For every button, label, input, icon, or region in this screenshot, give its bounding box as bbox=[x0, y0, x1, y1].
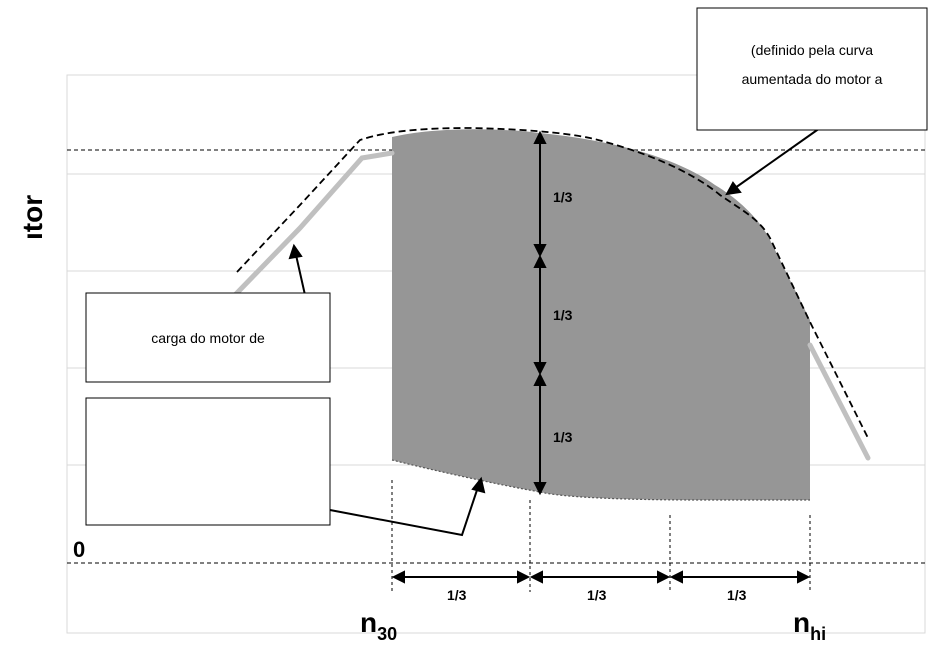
horizontal-third-label-2: 1/3 bbox=[587, 587, 607, 603]
callout-box-left-lower bbox=[85, 397, 331, 526]
callout-top-right-line1: (definido pela curva bbox=[751, 42, 873, 58]
zero-label: 0 bbox=[73, 537, 85, 562]
full-load-curve-gray bbox=[232, 150, 871, 461]
horizontal-third-label-3: 1/3 bbox=[727, 587, 747, 603]
callout-top-right-line2: aumentada do motor a bbox=[742, 71, 883, 87]
horizontal-third-arrows bbox=[391, 570, 811, 584]
increased-torque-curve-dashed bbox=[236, 127, 869, 439]
callout-box-left-upper bbox=[85, 292, 331, 383]
vertical-third-label-3: 1/3 bbox=[553, 429, 573, 445]
vertical-third-label-2: 1/3 bbox=[553, 307, 573, 323]
callout-box-top-right bbox=[696, 7, 928, 131]
vertical-third-arrows bbox=[533, 130, 547, 496]
control-area-shaded-region bbox=[392, 129, 810, 500]
lower-boundary-dotted-curve bbox=[391, 459, 810, 501]
nhi-label: nhi bbox=[793, 607, 826, 644]
vertical-third-label-1: 1/3 bbox=[553, 189, 573, 205]
horizontal-third-label-1: 1/3 bbox=[447, 587, 467, 603]
callout-pointers bbox=[288, 127, 821, 537]
y-axis-label: ıtor bbox=[17, 195, 48, 240]
vertical-guides bbox=[391, 480, 811, 592]
callout-left-upper-text: carga do motor de bbox=[151, 330, 265, 346]
n30-label: n30 bbox=[360, 607, 397, 644]
